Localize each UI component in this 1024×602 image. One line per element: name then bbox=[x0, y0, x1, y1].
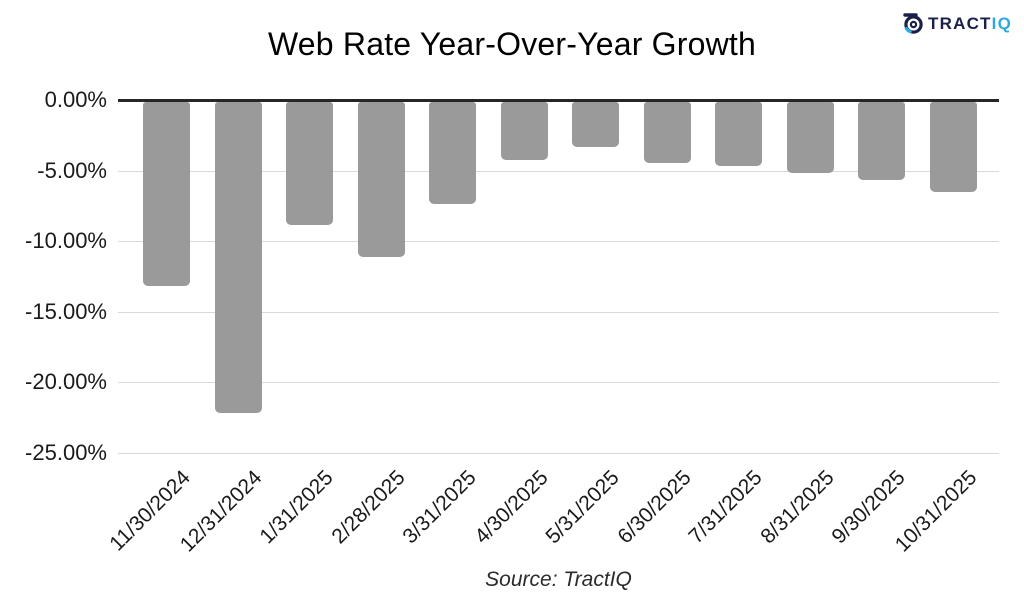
tractiq-logo: TRACTIQ bbox=[902, 12, 1012, 35]
zero-axis-line bbox=[118, 99, 999, 102]
x-tick-label: 5/31/2025 bbox=[541, 466, 625, 549]
gridline bbox=[118, 170, 999, 172]
y-tick-label: 0.00% bbox=[44, 87, 107, 112]
y-tick-label: -25.00% bbox=[25, 440, 107, 465]
x-tick-label: 7/31/2025 bbox=[684, 466, 768, 549]
bar-7/31/2025 bbox=[715, 102, 763, 166]
bar-5/31/2025 bbox=[572, 102, 620, 148]
y-tick-label: -15.00% bbox=[25, 298, 107, 324]
bar-3/31/2025 bbox=[429, 102, 477, 204]
bar-6/30/2025 bbox=[643, 102, 691, 163]
plot-area bbox=[118, 99, 999, 454]
x-tick-label: 8/31/2025 bbox=[756, 466, 839, 549]
y-tick-label: -5.00% bbox=[37, 157, 107, 183]
gridline bbox=[118, 241, 999, 243]
y-tick-label: -10.00% bbox=[25, 228, 107, 254]
gridline bbox=[118, 382, 999, 384]
x-tick-label: 1/31/2025 bbox=[255, 466, 339, 549]
logo-text-iq: IQ bbox=[991, 13, 1012, 33]
gridline bbox=[118, 311, 999, 313]
chart-title: Web Rate Year-Over-Year Growth bbox=[267, 26, 756, 62]
source-caption: Source: TractIQ bbox=[485, 568, 632, 591]
bar-9/30/2025 bbox=[858, 102, 906, 180]
bar-12/31/2024 bbox=[214, 102, 262, 413]
bar-10/31/2025 bbox=[929, 102, 977, 193]
y-tick-label: -20.00% bbox=[25, 369, 107, 395]
x-tick-label: 3/31/2025 bbox=[398, 466, 482, 549]
bar-2/28/2025 bbox=[357, 102, 405, 258]
gridline bbox=[118, 453, 999, 454]
bar-8/31/2025 bbox=[786, 102, 834, 173]
y-axis: 0.00% -5.00% -10.00% -15.00% -20.00% -25.00% bbox=[0, 87, 107, 465]
x-tick-label: 2/28/2025 bbox=[327, 466, 410, 549]
tractiq-logo-icon bbox=[902, 12, 925, 35]
bar-4/30/2025 bbox=[500, 102, 548, 160]
x-tick-label: 6/30/2025 bbox=[613, 466, 696, 549]
bar-11/30/2024 bbox=[143, 102, 191, 286]
x-tick-label: 4/30/2025 bbox=[470, 466, 553, 549]
logo-text-tract: TRACT bbox=[928, 13, 992, 33]
bar-1/31/2025 bbox=[286, 102, 334, 225]
